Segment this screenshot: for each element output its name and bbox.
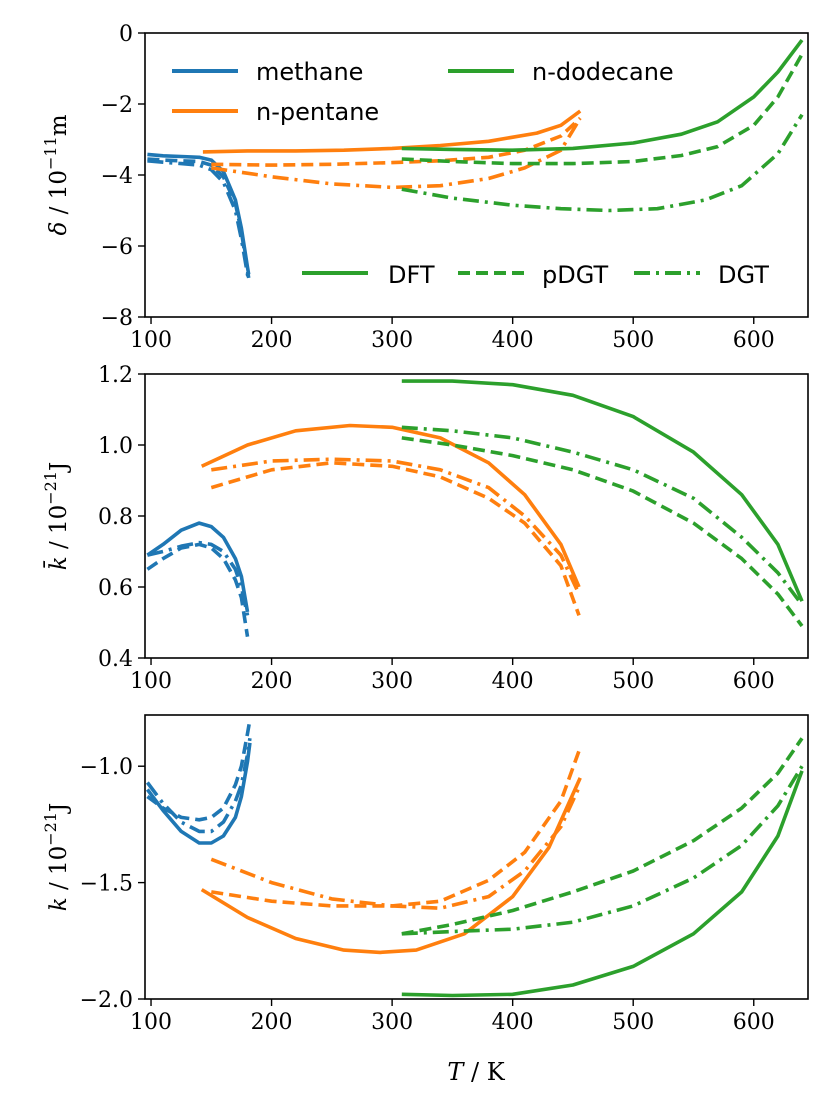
x-tick-label: 400 <box>492 1010 534 1035</box>
series-n-dodecane-dft <box>401 39 804 152</box>
series-n-dodecane-dft <box>401 770 804 998</box>
y-tick-label: 0 <box>119 22 133 47</box>
legend-label-dgt: DGT <box>718 261 769 289</box>
x-tick-label: 300 <box>371 1010 413 1035</box>
series-n-dodecane-dft <box>401 379 804 602</box>
series-n-pentane-pdgt <box>211 116 582 167</box>
series-n-dodecane-pdgt <box>401 436 804 628</box>
y-tick-label: 1.2 <box>98 363 133 388</box>
series-n-pentane-pdgt <box>211 746 582 908</box>
y-tick-label: −2 <box>101 93 133 118</box>
x-tick-label: 400 <box>492 669 534 694</box>
series-n-dodecane-pdgt <box>401 737 804 936</box>
panel-3: 100 200 300 400 500 600 −2.0 −1.5 −1.0 k / 10−21J <box>41 714 809 1035</box>
series-methane-dft <box>145 742 252 845</box>
series-group <box>146 379 804 637</box>
legend-label-n-dodecane: n-dodecane <box>532 58 674 86</box>
y-axis-label: δ / 10−11m <box>41 114 72 235</box>
y-tick-label: −4 <box>101 164 133 189</box>
panel-2: 100 200 300 400 500 600 0.4 0.6 0.8 1.0 1.2 k̄ / 10… <box>41 363 809 694</box>
legend-label-methane: methane <box>256 58 363 86</box>
x-axis-label: T / K <box>447 1058 505 1086</box>
series-methane-dgt <box>146 540 250 616</box>
series-methane-pdgt <box>146 719 252 822</box>
legend-label-n-pentane: n-pentane <box>256 98 379 126</box>
y-tick-label: −2.0 <box>80 988 133 1013</box>
x-tick-label: 500 <box>612 328 654 353</box>
x-tick-label: 200 <box>251 1010 293 1035</box>
series-n-pentane-pdgt <box>210 460 581 617</box>
x-tick-label: 500 <box>612 669 654 694</box>
y-tick-label: 1.0 <box>98 434 133 459</box>
y-tick-label: 0.4 <box>98 647 133 672</box>
x-tick-label: 100 <box>130 328 172 353</box>
series-n-pentane-dft <box>200 777 582 955</box>
series-n-dodecane-dgt <box>401 765 804 936</box>
series-n-dodecane-dgt <box>401 113 804 213</box>
legend-label-dft: DFT <box>388 261 435 289</box>
method-legend: DFT pDGT DGT <box>302 261 769 289</box>
y-axis-label: k̄ / 10−21J <box>41 462 72 571</box>
y-tick-label: 0.8 <box>98 505 133 530</box>
x-tick-label: 600 <box>733 669 775 694</box>
y-tick-label: 0.6 <box>98 576 133 601</box>
x-tick-label: 200 <box>251 328 293 353</box>
series-n-dodecane-dgt <box>401 425 804 606</box>
x-tick-label: 100 <box>130 1010 172 1035</box>
legend-label-pdgt: pDGT <box>542 261 608 289</box>
series-n-pentane-dgt <box>210 784 582 911</box>
substance-legend: methane n-pentane n-dodecane <box>172 58 674 126</box>
x-tick-label: 400 <box>492 328 534 353</box>
series-n-pentane-dgt <box>211 117 582 190</box>
series-n-pentane-dft <box>200 423 581 588</box>
axes-frame <box>144 714 809 1000</box>
x-tick-label: 200 <box>251 669 293 694</box>
series-methane-dft <box>146 521 250 613</box>
series-methane-dgt <box>147 159 251 282</box>
y-tick-label: −8 <box>101 306 133 331</box>
y-tick-label: −1.5 <box>80 872 133 897</box>
x-tick-label: 600 <box>733 328 775 353</box>
y-tick-label: −6 <box>101 235 133 260</box>
series-methane-dgt <box>145 738 252 834</box>
x-tick-label: 300 <box>371 328 413 353</box>
series-group <box>145 719 804 998</box>
x-tick-label: 600 <box>733 1010 775 1035</box>
panel-1: 100 200 300 400 500 600 −8 −6 −4 −2 0 δ / 10−11m <box>41 22 809 353</box>
series-n-dodecane-pdgt <box>401 53 804 166</box>
x-tick-label: 500 <box>612 1010 654 1035</box>
x-tick-label: 100 <box>130 669 172 694</box>
series-n-pentane-dgt <box>211 457 581 595</box>
y-tick-label: −1.0 <box>80 755 133 780</box>
series-group <box>147 39 804 282</box>
x-tick-label: 300 <box>371 669 413 694</box>
y-axis-label: k / 10−21J <box>41 803 72 912</box>
series-methane-pdgt <box>146 542 250 637</box>
series-methane-pdgt <box>147 157 251 279</box>
